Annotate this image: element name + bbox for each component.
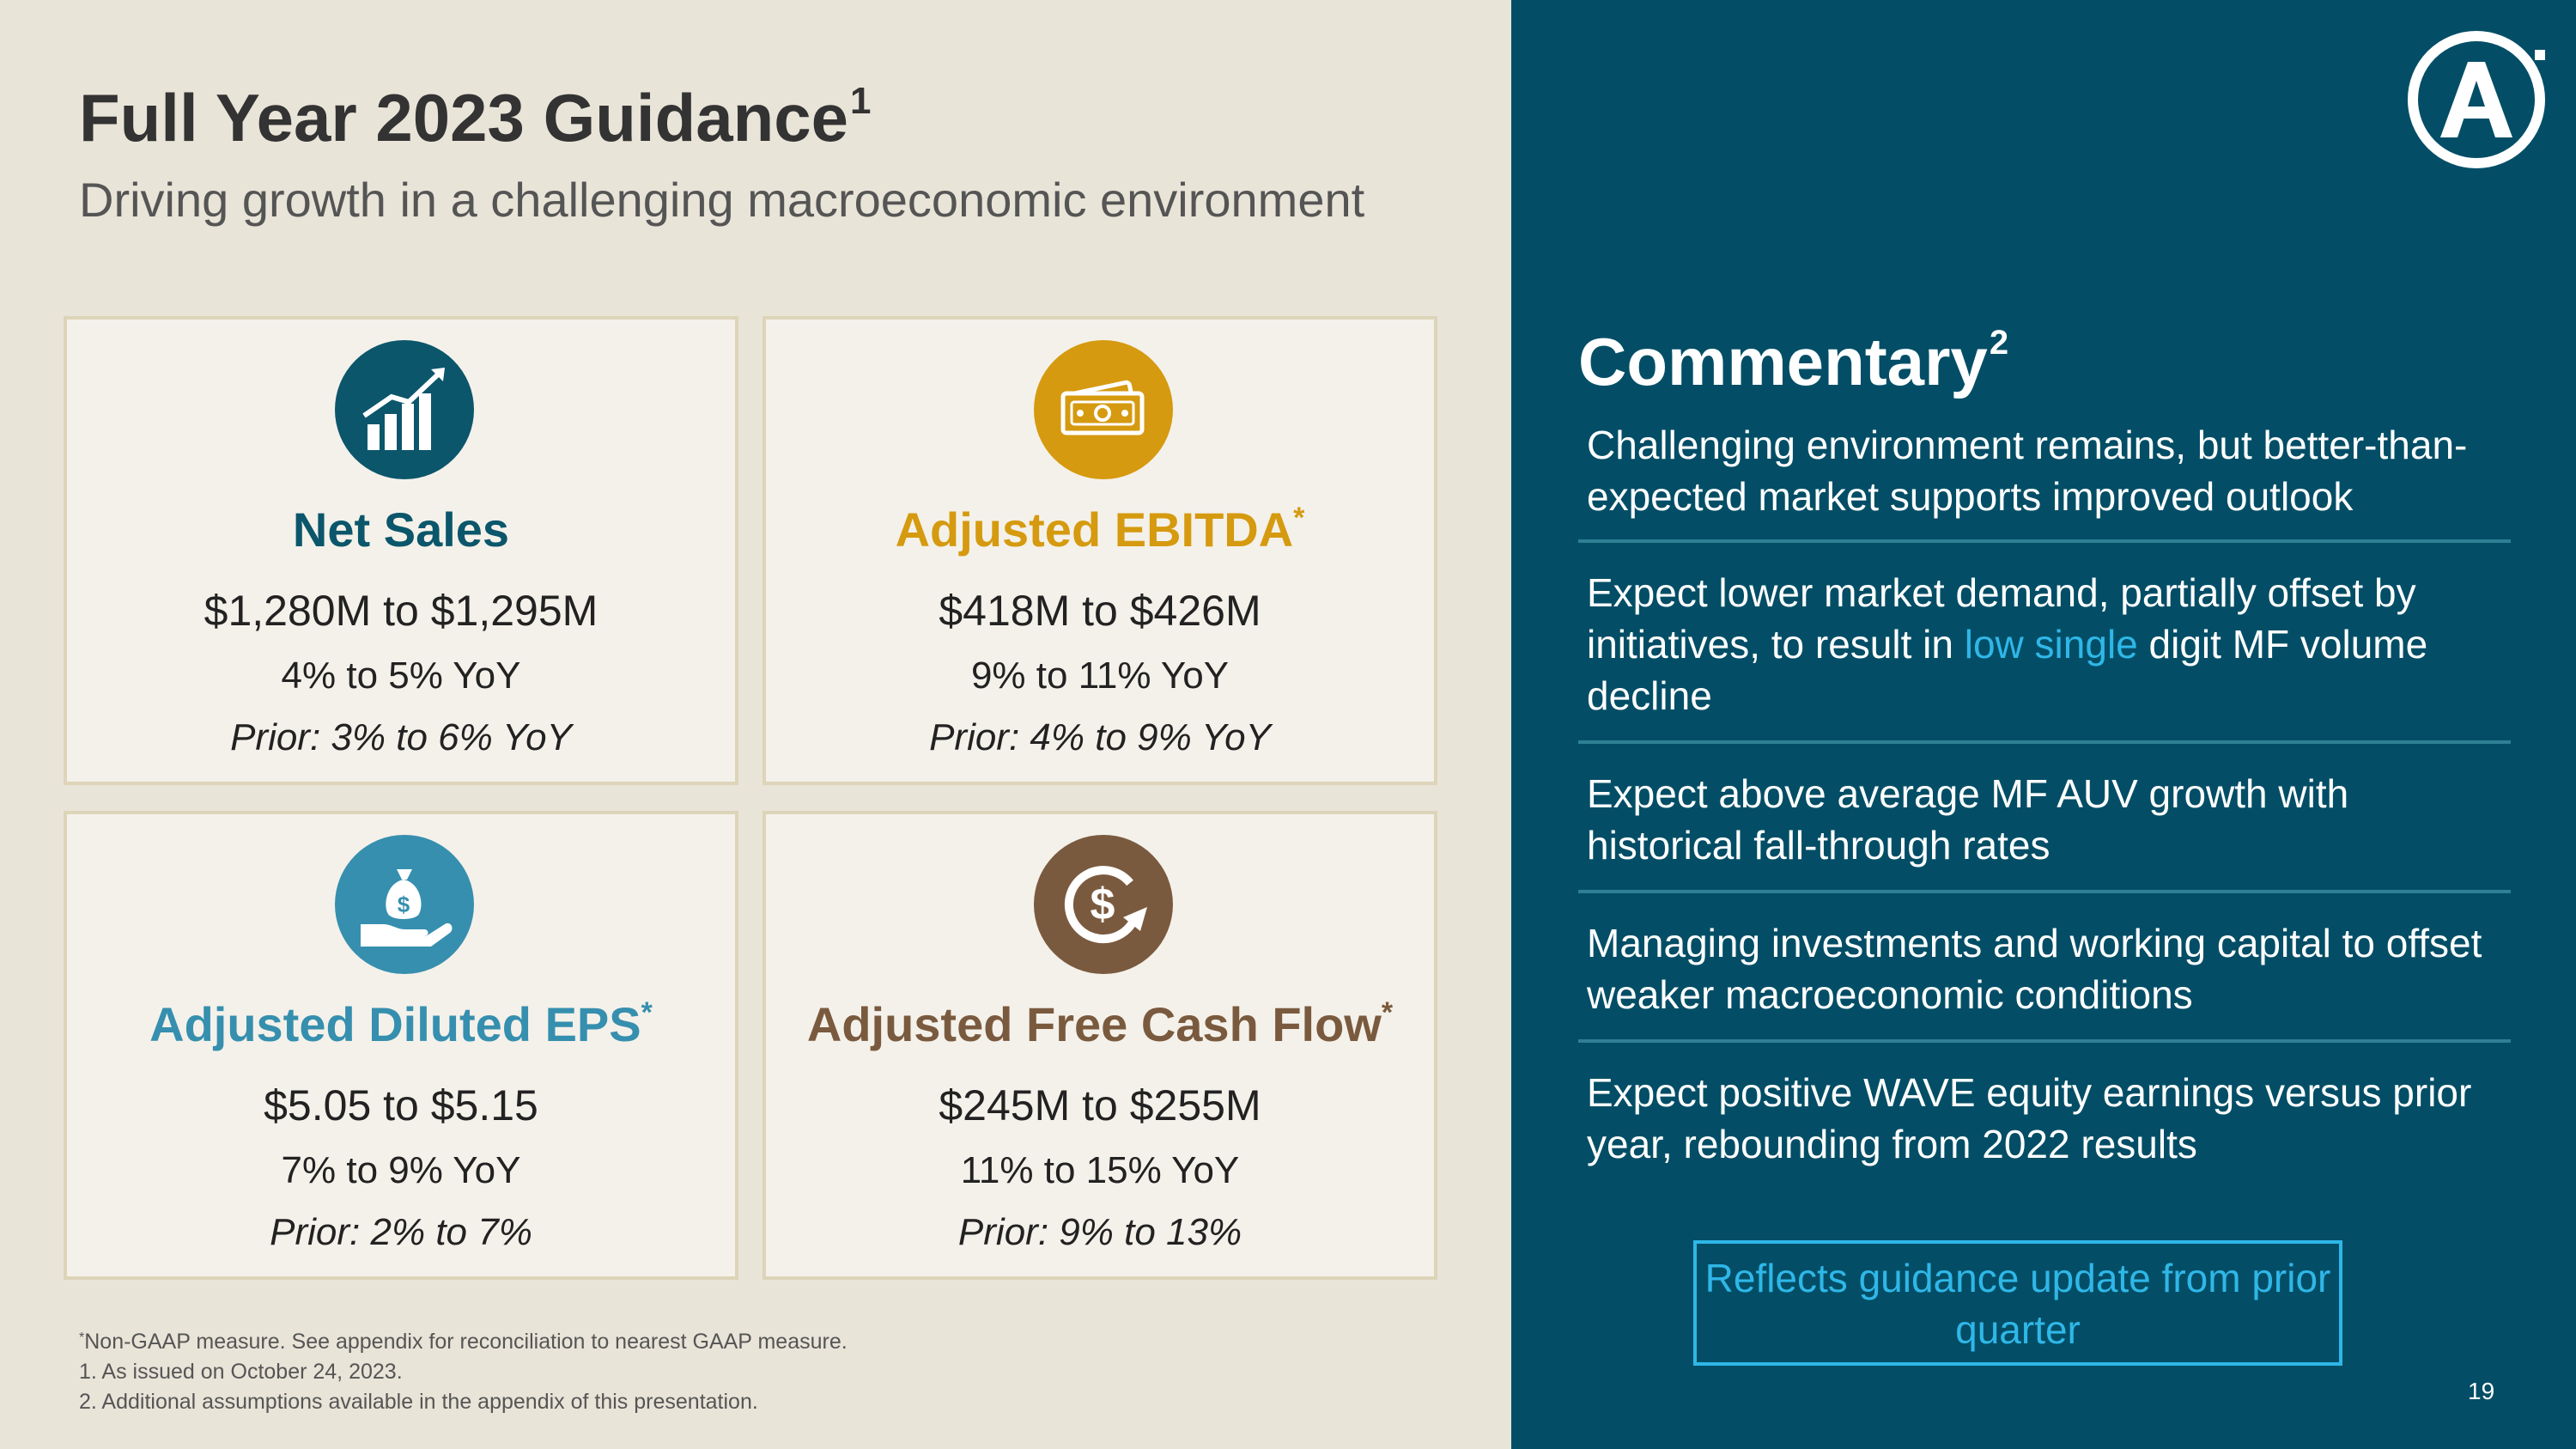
net-sales-prior: Prior: 3% to 6% YoY bbox=[230, 716, 572, 758]
commentary-item: Expect positive WAVE equity earnings ver… bbox=[1587, 1070, 2472, 1166]
adjusted-free-cash-flow-yoy: 11% to 15% YoY bbox=[960, 1149, 1240, 1191]
adjusted-free-cash-flow-card: $ Adjusted Free Cash Flow* $245M to $255… bbox=[762, 811, 1437, 1280]
adjusted-diluted-eps-label: Adjusted Diluted EPS* bbox=[149, 996, 653, 1051]
commentary-item: Expect lower market demand, partially of… bbox=[1587, 570, 2428, 718]
adjusted-ebitda-card: Adjusted EBITDA* $418M to $426M 9% to 11… bbox=[762, 316, 1437, 785]
adjusted-free-cash-flow-label: Adjusted Free Cash Flow* bbox=[806, 996, 1394, 1051]
dollar-cycle-arrow-icon: $ bbox=[1034, 835, 1173, 974]
title-footnote-marker: 1 bbox=[850, 80, 872, 122]
page-number: 19 bbox=[2468, 1378, 2495, 1404]
adjusted-ebitda-range: $418M to $426M bbox=[939, 587, 1261, 635]
non-gaap-asterisk: * bbox=[1381, 996, 1394, 1029]
commentary-item: Expect above average MF AUV growth with … bbox=[1587, 771, 2349, 868]
guidance-update-badge: Reflects guidance update from prior quar… bbox=[1693, 1240, 2342, 1366]
adjusted-diluted-eps-range: $5.05 to $5.15 bbox=[264, 1081, 538, 1129]
adjusted-diluted-eps-card: $ Adjusted Diluted EPS* $5.05 to $5.15 7… bbox=[64, 811, 738, 1280]
page-subtitle: Driving growth in a challenging macroeco… bbox=[79, 173, 1365, 227]
hand-money-bag-icon: $ bbox=[335, 835, 474, 974]
non-gaap-asterisk: * bbox=[1293, 502, 1305, 534]
page-title: Full Year 2023 Guidance1 bbox=[79, 80, 872, 155]
footnote-non-gaap: *Non-GAAP measure. See appendix for reco… bbox=[79, 1330, 848, 1354]
adjusted-diluted-eps-prior: Prior: 2% to 7% bbox=[270, 1211, 532, 1253]
adjusted-diluted-eps-yoy: 7% to 9% YoY bbox=[281, 1149, 521, 1191]
money-bills-icon bbox=[1034, 340, 1173, 479]
net-sales-yoy: 4% to 5% YoY bbox=[281, 654, 521, 697]
divider bbox=[1578, 539, 2511, 543]
company-logo-a-icon bbox=[2404, 27, 2549, 172]
net-sales-range: $1,280M to $1,295M bbox=[204, 587, 598, 635]
footnotes: *Non-GAAP measure. See appendix for reco… bbox=[79, 1323, 848, 1417]
commentary-footnote-marker: 2 bbox=[1989, 324, 2009, 362]
adjusted-ebitda-prior: Prior: 4% to 9% YoY bbox=[929, 716, 1271, 758]
trademark-mark bbox=[2535, 50, 2545, 60]
commentary-item: Challenging environment remains, but bet… bbox=[1587, 423, 2468, 519]
bar-chart-growth-icon bbox=[335, 340, 474, 479]
divider bbox=[1578, 890, 2511, 893]
commentary-panel bbox=[1511, 0, 2576, 1449]
commentary-item: Managing investments and working capital… bbox=[1587, 921, 2482, 1017]
svg-text:$: $ bbox=[398, 892, 410, 917]
adjusted-free-cash-flow-prior: Prior: 9% to 13% bbox=[957, 1211, 1242, 1253]
adjusted-ebitda-yoy: 9% to 11% YoY bbox=[970, 654, 1230, 697]
svg-text:$: $ bbox=[1091, 880, 1115, 929]
adjusted-ebitda-label: Adjusted EBITDA* bbox=[895, 502, 1305, 557]
adjusted-free-cash-flow-range: $245M to $255M bbox=[939, 1081, 1261, 1129]
footnote-1: 1. As issued on October 24, 2023. bbox=[79, 1360, 403, 1384]
non-gaap-asterisk: * bbox=[641, 996, 653, 1029]
net-sales-card: Net Sales $1,280M to $1,295M 4% to 5% Yo… bbox=[64, 316, 738, 785]
commentary-title: Commentary2 bbox=[1578, 324, 2009, 399]
net-sales-label: Net Sales bbox=[292, 502, 510, 557]
footnote-2: 2. Additional assumptions available in t… bbox=[79, 1390, 758, 1414]
divider bbox=[1578, 740, 2511, 744]
divider bbox=[1578, 1039, 2511, 1043]
highlight-text: low single bbox=[1964, 622, 2138, 667]
